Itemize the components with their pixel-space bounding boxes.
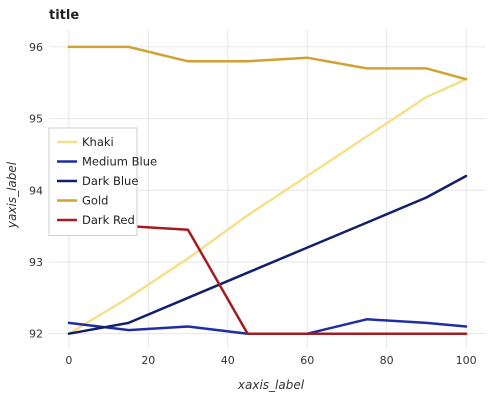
y-tick-label: 94 xyxy=(29,184,43,197)
y-tick-label: 95 xyxy=(29,113,43,126)
legend: Khaki Medium Blue Dark Blue Gold Dark Red xyxy=(48,127,157,236)
legend-label: Dark Blue xyxy=(82,174,138,188)
x-tick-label: 40 xyxy=(221,354,235,367)
y-tick-label: 96 xyxy=(29,41,43,54)
x-tick-label: 100 xyxy=(456,354,477,367)
series-line-gold xyxy=(67,45,468,81)
y-axis-label: yaxis_label xyxy=(5,161,19,229)
x-tick-label: 0 xyxy=(65,354,72,367)
series-line-dark-blue xyxy=(67,174,468,335)
series-lines xyxy=(67,45,468,335)
chart-title: title xyxy=(49,8,79,23)
x-tick-label: 20 xyxy=(141,354,155,367)
legend-label: Khaki xyxy=(82,135,114,149)
x-axis-label: xaxis_label xyxy=(237,378,305,392)
legend-label: Medium Blue xyxy=(82,155,157,169)
y-tick-label: 93 xyxy=(29,256,43,269)
series-line-khaki xyxy=(67,77,468,335)
x-tick-label: 80 xyxy=(380,354,394,367)
axes: 0 20 40 60 80 100 92 93 94 95 96 xyxy=(29,41,477,367)
x-tick-label: 60 xyxy=(300,354,314,367)
series-line-dark-red xyxy=(67,221,468,335)
legend-label: Gold xyxy=(82,194,108,208)
y-tick-label: 92 xyxy=(29,328,43,341)
legend-label: Dark Red xyxy=(82,213,135,227)
